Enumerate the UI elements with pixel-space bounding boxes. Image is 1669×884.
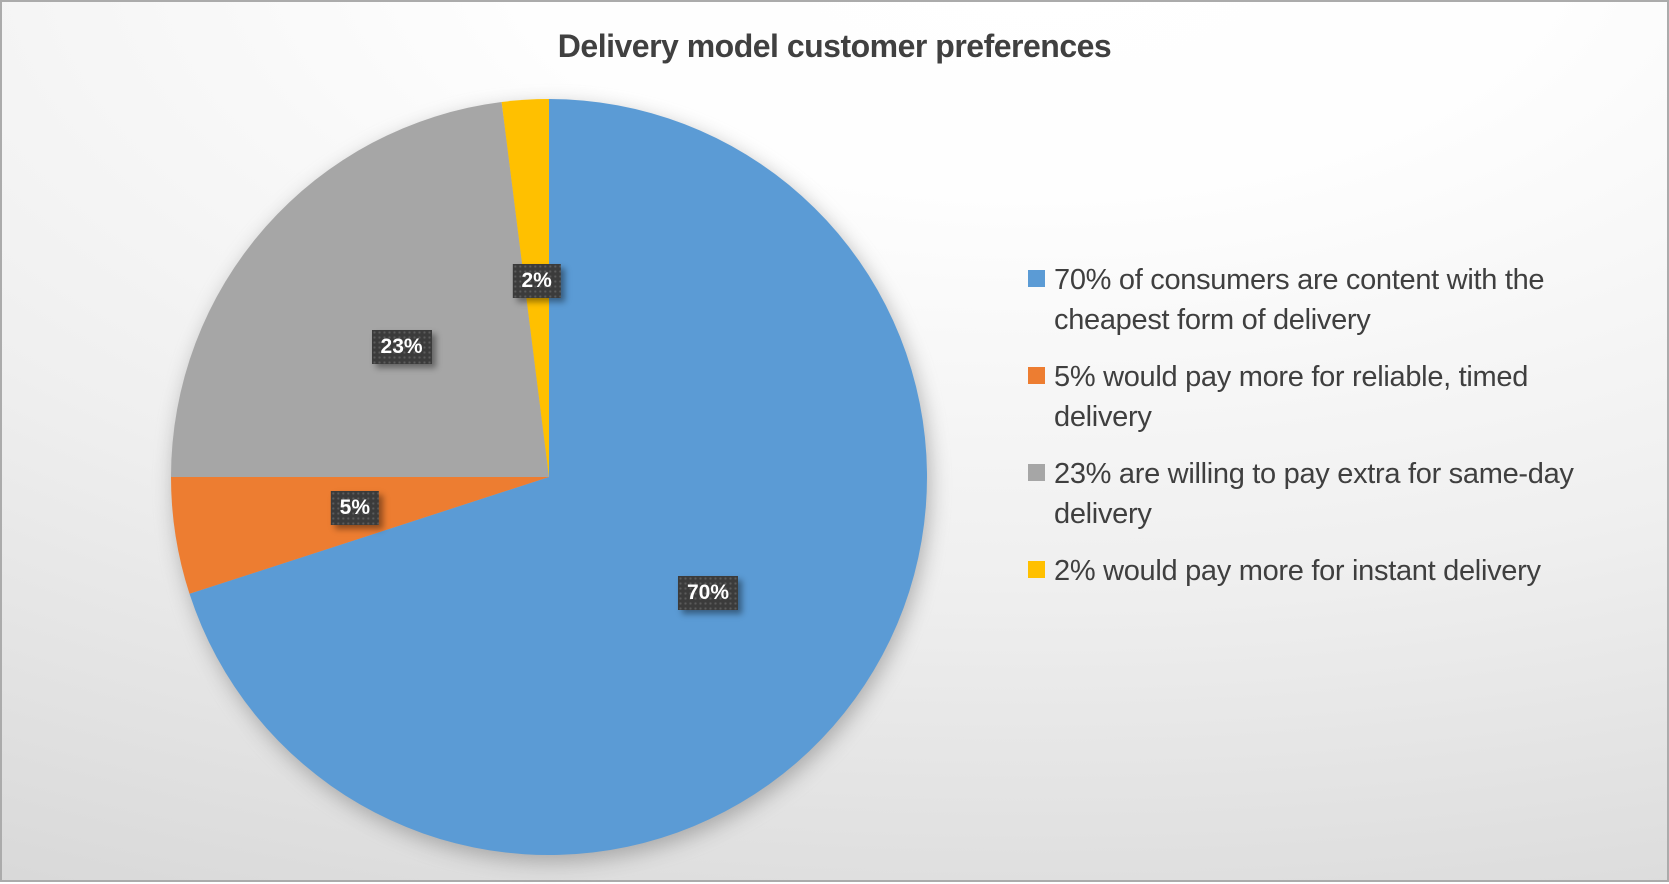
legend-label-line: 5% would pay more for reliable, timed — [1054, 361, 1529, 393]
pie-data-label-same-day-delivery: 23% — [371, 330, 432, 364]
legend-label: 70% of consumers are content with the che… — [1054, 260, 1545, 340]
legend-label: 5% would pay more for reliable, timed del… — [1054, 357, 1528, 437]
pie-data-label-cheapest-delivery: 70% — [678, 575, 739, 610]
legend-label: 2% would pay more for instant delivery — [1054, 551, 1541, 591]
legend-swatch-cheapest-delivery — [1028, 270, 1045, 287]
pie-data-label-reliable-timed-delivery: 5% — [330, 490, 380, 525]
legend-item-cheapest-delivery: 70% of consumers are content with the che… — [1028, 260, 1588, 340]
legend: 70% of consumers are content with the che… — [1028, 260, 1588, 591]
legend-swatch-same-day-delivery — [1028, 464, 1045, 481]
legend-item-reliable-timed-delivery: 5% would pay more for reliable, timed del… — [1028, 357, 1588, 437]
legend-swatch-reliable-timed-delivery — [1028, 367, 1045, 384]
legend-label-line: delivery — [1054, 498, 1152, 530]
legend-label: 23% are willing to pay extra for same-da… — [1054, 454, 1574, 534]
chart-title: Delivery model customer preferences — [557, 28, 1112, 64]
legend-label-line: cheapest form of delivery — [1054, 304, 1371, 336]
legend-label-line: 70% of consumers are content with the — [1054, 264, 1545, 296]
pie-slice-cheapest-delivery — [189, 99, 928, 855]
legend-item-same-day-delivery: 23% are willing to pay extra for same-da… — [1028, 454, 1588, 534]
pie-slice-same-day-delivery — [171, 101, 549, 477]
legend-label-line: delivery — [1054, 401, 1152, 433]
pie-slice-reliable-timed-delivery — [171, 477, 549, 594]
legend-label-line: 23% are willing to pay extra for same-da… — [1054, 458, 1574, 490]
pie-data-label-instant-delivery: 2% — [512, 263, 561, 298]
legend-item-instant-delivery: 2% would pay more for instant delivery — [1028, 551, 1588, 591]
legend-swatch-instant-delivery — [1028, 561, 1045, 578]
legend-label-line: 2% would pay more for instant delivery — [1054, 555, 1541, 587]
